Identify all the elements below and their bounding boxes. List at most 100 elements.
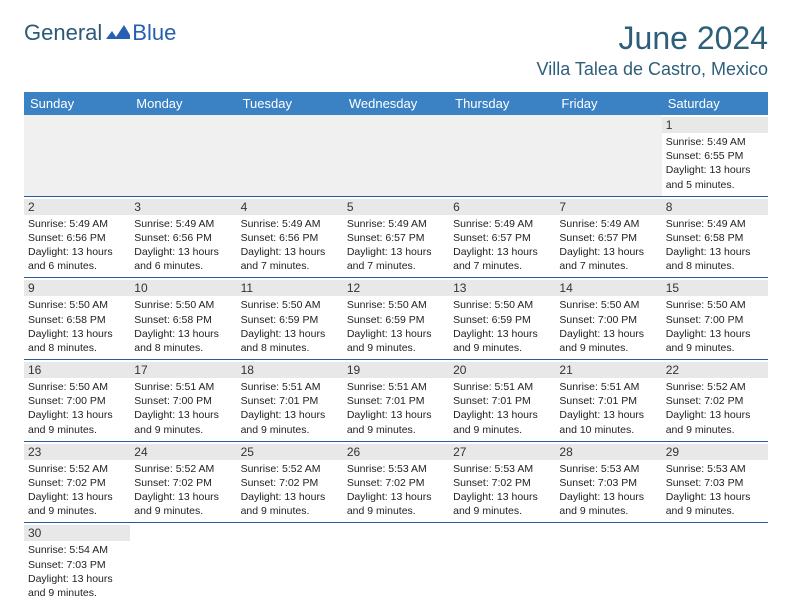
day-number: 8 [662,199,768,215]
day-number: 12 [343,280,449,296]
header: General Blue June 2024 Villa Talea de Ca… [24,20,768,80]
day-line: Daylight: 13 hours and 5 minutes. [666,163,764,191]
day-details: Sunrise: 5:51 AMSunset: 7:00 PMDaylight:… [134,380,232,437]
day-number: 22 [662,362,768,378]
day-details: Sunrise: 5:50 AMSunset: 7:00 PMDaylight:… [28,380,126,437]
day-number: 18 [237,362,343,378]
calendar-week: 1Sunrise: 5:49 AMSunset: 6:55 PMDaylight… [24,115,768,196]
calendar-cell: 10Sunrise: 5:50 AMSunset: 6:58 PMDayligh… [130,278,236,360]
day-details: Sunrise: 5:49 AMSunset: 6:57 PMDaylight:… [453,217,551,274]
day-details: Sunrise: 5:49 AMSunset: 6:56 PMDaylight:… [241,217,339,274]
day-details: Sunrise: 5:51 AMSunset: 7:01 PMDaylight:… [559,380,657,437]
day-line: Sunset: 6:55 PM [666,149,764,163]
day-line: Sunrise: 5:50 AM [28,298,126,312]
calendar-cell: 8Sunrise: 5:49 AMSunset: 6:58 PMDaylight… [662,196,768,278]
day-line: Sunset: 6:56 PM [241,231,339,245]
calendar-cell: 23Sunrise: 5:52 AMSunset: 7:02 PMDayligh… [24,441,130,523]
calendar-cell: 19Sunrise: 5:51 AMSunset: 7:01 PMDayligh… [343,360,449,442]
day-line: Sunrise: 5:53 AM [666,462,764,476]
day-line: Sunset: 7:01 PM [241,394,339,408]
day-line: Sunrise: 5:52 AM [666,380,764,394]
day-number: 1 [662,117,768,133]
calendar-cell [449,115,555,196]
day-line: Daylight: 13 hours and 8 minutes. [134,327,232,355]
day-number: 23 [24,444,130,460]
day-line: Daylight: 13 hours and 9 minutes. [134,490,232,518]
calendar-cell [237,115,343,196]
day-details: Sunrise: 5:49 AMSunset: 6:56 PMDaylight:… [134,217,232,274]
day-number: 7 [555,199,661,215]
calendar-week: 30Sunrise: 5:54 AMSunset: 7:03 PMDayligh… [24,523,768,604]
day-line: Sunrise: 5:49 AM [347,217,445,231]
day-number: 2 [24,199,130,215]
day-number: 15 [662,280,768,296]
day-header: Sunday [24,92,130,115]
day-details: Sunrise: 5:51 AMSunset: 7:01 PMDaylight:… [453,380,551,437]
day-line: Sunset: 7:02 PM [453,476,551,490]
day-number: 29 [662,444,768,460]
calendar-cell [343,115,449,196]
calendar-cell: 26Sunrise: 5:53 AMSunset: 7:02 PMDayligh… [343,441,449,523]
day-line: Sunset: 6:56 PM [28,231,126,245]
calendar-cell: 17Sunrise: 5:51 AMSunset: 7:00 PMDayligh… [130,360,236,442]
day-number: 13 [449,280,555,296]
day-details: Sunrise: 5:50 AMSunset: 6:59 PMDaylight:… [453,298,551,355]
day-line: Sunset: 6:57 PM [347,231,445,245]
day-header: Saturday [662,92,768,115]
day-line: Daylight: 13 hours and 6 minutes. [28,245,126,273]
calendar-cell: 3 Sunrise: 5:49 AMSunset: 6:56 PMDaylight… [130,196,236,278]
calendar-week: 23Sunrise: 5:52 AMSunset: 7:02 PMDayligh… [24,441,768,523]
day-number: 28 [555,444,661,460]
calendar-cell: 29 Sunrise: 5:53 AMSunset: 7:03 PMDayligh… [662,441,768,523]
day-header: Thursday [449,92,555,115]
calendar-week: 9Sunrise: 5:50 AMSunset: 6:58 PMDaylight… [24,278,768,360]
day-line: Daylight: 13 hours and 9 minutes. [347,408,445,436]
calendar-cell: 13 Sunrise: 5:50 AMSunset: 6:59 PMDayligh… [449,278,555,360]
day-number: 21 [555,362,661,378]
day-line: Sunset: 7:01 PM [559,394,657,408]
day-details: Sunrise: 5:50 AMSunset: 6:59 PMDaylight:… [241,298,339,355]
day-line: Sunset: 7:00 PM [28,394,126,408]
day-line: Daylight: 13 hours and 9 minutes. [453,408,551,436]
day-line: Sunset: 7:03 PM [666,476,764,490]
calendar-cell [555,523,661,604]
day-line: Sunrise: 5:51 AM [134,380,232,394]
day-header: Tuesday [237,92,343,115]
day-line: Daylight: 13 hours and 9 minutes. [28,490,126,518]
day-line: Sunrise: 5:51 AM [241,380,339,394]
calendar-cell: 5Sunrise: 5:49 AMSunset: 6:57 PMDaylight… [343,196,449,278]
calendar-cell: 25Sunrise: 5:52 AMSunset: 7:02 PMDayligh… [237,441,343,523]
day-details: Sunrise: 5:53 AMSunset: 7:02 PMDaylight:… [347,462,445,519]
day-details: Sunrise: 5:50 AMSunset: 6:58 PMDaylight:… [134,298,232,355]
calendar-cell [343,523,449,604]
day-number: 4 [237,199,343,215]
day-line: Sunset: 6:56 PM [134,231,232,245]
day-line: Sunrise: 5:52 AM [241,462,339,476]
day-line: Daylight: 13 hours and 9 minutes. [666,490,764,518]
day-number: 3 [130,199,236,215]
day-details: Sunrise: 5:52 AMSunset: 7:02 PMDaylight:… [134,462,232,519]
day-number: 6 [449,199,555,215]
day-line: Sunset: 6:58 PM [28,313,126,327]
day-line: Sunset: 7:00 PM [666,313,764,327]
day-line: Daylight: 13 hours and 7 minutes. [559,245,657,273]
calendar-cell: 9Sunrise: 5:50 AMSunset: 6:58 PMDaylight… [24,278,130,360]
logo: General Blue [24,20,176,46]
day-line: Daylight: 13 hours and 8 minutes. [666,245,764,273]
day-line: Sunrise: 5:49 AM [28,217,126,231]
day-details: Sunrise: 5:49 AMSunset: 6:56 PMDaylight:… [28,217,126,274]
month-title: June 2024 [537,20,768,57]
day-line: Sunrise: 5:50 AM [559,298,657,312]
day-details: Sunrise: 5:50 AMSunset: 7:00 PMDaylight:… [559,298,657,355]
calendar-cell [24,115,130,196]
calendar-cell: 18Sunrise: 5:51 AMSunset: 7:01 PMDayligh… [237,360,343,442]
calendar-cell: 20Sunrise: 5:51 AMSunset: 7:01 PMDayligh… [449,360,555,442]
day-line: Daylight: 13 hours and 7 minutes. [241,245,339,273]
day-number: 11 [237,280,343,296]
day-line: Daylight: 13 hours and 8 minutes. [28,327,126,355]
calendar-cell: 16Sunrise: 5:50 AMSunset: 7:00 PMDayligh… [24,360,130,442]
day-number: 30 [24,525,130,541]
logo-text-general: General [24,20,102,46]
day-line: Sunset: 7:02 PM [666,394,764,408]
day-line: Sunrise: 5:50 AM [134,298,232,312]
